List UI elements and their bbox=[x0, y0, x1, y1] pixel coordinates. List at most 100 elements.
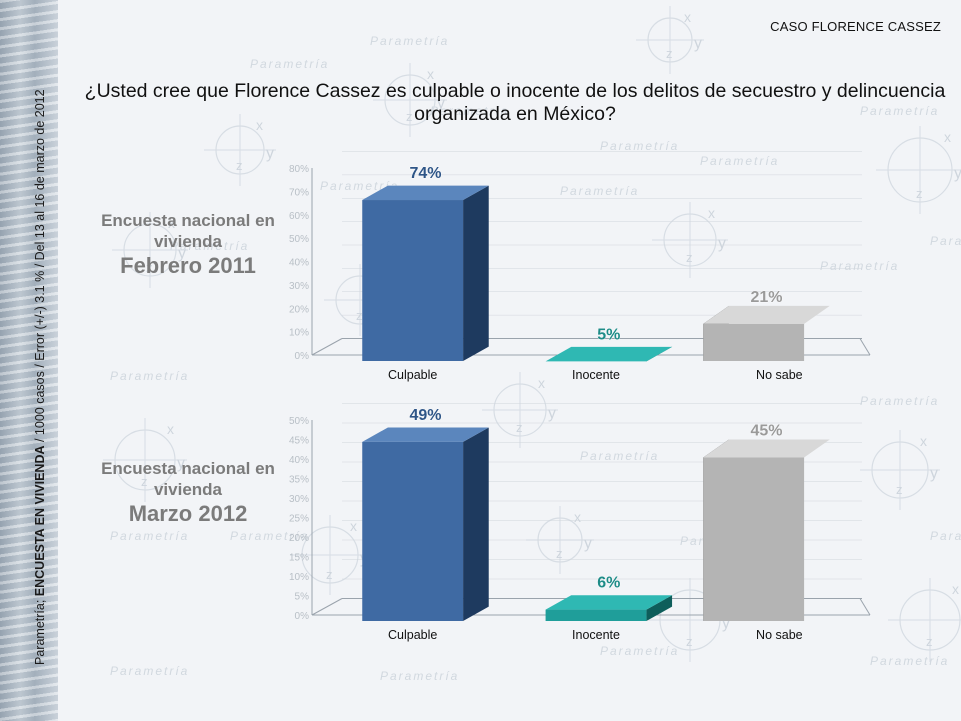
watermark-symbol: y bbox=[954, 165, 961, 182]
watermark-symbol: x bbox=[708, 205, 715, 221]
y-tick-label: 50% bbox=[289, 234, 309, 245]
y-tick-label: 70% bbox=[289, 187, 309, 198]
x-tick-label: Inocente bbox=[572, 628, 620, 642]
y-tick-label: 80% bbox=[289, 164, 309, 175]
panel-label-line2: vivienda bbox=[153, 480, 223, 499]
watermark-brand: Parametría bbox=[250, 57, 329, 71]
watermark-symbol: y bbox=[178, 245, 186, 262]
case-title: CASO FLORENCE CASSEZ bbox=[770, 19, 941, 34]
watermark-symbol: x bbox=[684, 9, 691, 25]
y-tick-label: 40% bbox=[289, 258, 309, 269]
watermark-symbol: y bbox=[930, 465, 938, 482]
watermark-symbol: y bbox=[694, 35, 702, 52]
bar-top bbox=[545, 595, 673, 610]
bar-front bbox=[545, 609, 647, 621]
bar-side bbox=[646, 595, 673, 621]
survey-question: ¿Usted cree que Florence Cassez es culpa… bbox=[84, 80, 946, 125]
watermark-circle-glyph: xyz bbox=[482, 372, 558, 448]
watermark-circle-glyph: xyz bbox=[888, 578, 961, 662]
watermark-brand: Parametría bbox=[170, 239, 249, 253]
panel-label-date: Febrero 2011 bbox=[120, 253, 256, 278]
y-tick-label: 25% bbox=[289, 514, 309, 525]
watermark-brand: Parametría bbox=[110, 664, 189, 678]
bar-culpable bbox=[362, 427, 489, 621]
y-tick-label: 45% bbox=[289, 436, 309, 447]
y-tick-label: 20% bbox=[289, 533, 309, 544]
watermark-brand: Parametría bbox=[820, 259, 899, 273]
panel-label-mar-2012: Encuesta nacional en vivienda Marzo 2012 bbox=[98, 458, 278, 528]
watermark-brand: Parametría bbox=[230, 529, 309, 543]
data-label: 45% bbox=[750, 423, 782, 440]
watermark-symbol: z bbox=[916, 186, 923, 201]
watermark-symbol: y bbox=[722, 615, 730, 632]
watermark-symbol: z bbox=[356, 308, 363, 323]
watermark-symbol: y bbox=[548, 405, 556, 422]
watermark-symbol: z bbox=[146, 260, 153, 275]
y-tick-label: 5% bbox=[295, 592, 310, 603]
bars: 74% Culpable 5% Inocente 21% No sabe bbox=[362, 165, 830, 382]
watermark-brand: Parametría bbox=[870, 654, 949, 668]
watermark-symbol: z bbox=[686, 250, 693, 265]
data-label: 21% bbox=[750, 289, 782, 306]
watermark-brand: Parametría bbox=[580, 449, 659, 463]
y-tick-label: 10% bbox=[289, 572, 309, 583]
watermark-circle-glyph: xy z bbox=[636, 6, 704, 74]
y-tick-label: 0% bbox=[295, 351, 310, 362]
watermark-symbol: x bbox=[944, 129, 951, 145]
watermark-circle-glyph: xyz bbox=[204, 114, 276, 186]
watermark-symbol: y bbox=[177, 455, 185, 472]
bar-culpable bbox=[362, 185, 489, 361]
watermark-symbol: y bbox=[437, 95, 445, 112]
watermark-brand: Parametría bbox=[930, 234, 961, 248]
watermark-symbol: x bbox=[574, 509, 581, 525]
watermark-brand: Parametría bbox=[370, 34, 449, 48]
watermark-brand: Parametría bbox=[380, 669, 459, 683]
watermark-brand: Parametría bbox=[110, 369, 189, 383]
data-label: 49% bbox=[409, 407, 441, 424]
watermark-symbol: z bbox=[406, 109, 413, 124]
panel-label-feb-2011: Encuesta nacional en vivienda Febrero 20… bbox=[98, 210, 278, 280]
floor-right-edge bbox=[859, 338, 871, 356]
watermark-symbol: z bbox=[556, 546, 563, 561]
bar-top bbox=[545, 346, 673, 362]
watermark-brand: Parametría bbox=[860, 394, 939, 408]
watermark-circle-glyph: x y z bbox=[876, 126, 961, 214]
bar-front bbox=[703, 323, 805, 361]
watermark-symbol: z bbox=[141, 474, 148, 489]
watermark-symbol: x bbox=[427, 66, 434, 82]
bar-no-sabe bbox=[703, 439, 830, 621]
watermark-symbol: x bbox=[350, 518, 357, 534]
watermark-symbol: x bbox=[168, 215, 175, 231]
watermark-brand: Parametría bbox=[600, 644, 679, 658]
watermark-symbol: z bbox=[326, 567, 333, 582]
watermark-symbol: x bbox=[952, 581, 959, 597]
panel-label-date: Marzo 2012 bbox=[128, 501, 248, 526]
watermark-symbol: z bbox=[666, 46, 673, 61]
watermark-symbol: y bbox=[584, 535, 592, 552]
bar-front bbox=[362, 200, 464, 361]
data-label: 6% bbox=[597, 575, 620, 592]
bar-front bbox=[362, 441, 464, 621]
data-label: 74% bbox=[409, 165, 441, 182]
watermark-circle-glyph: xyz bbox=[652, 202, 728, 278]
y-tick-label: 0% bbox=[295, 611, 310, 622]
x-tick-label: Culpable bbox=[388, 368, 437, 382]
watermark-brand: Parametría bbox=[930, 529, 961, 543]
watermark-circle-glyph: xy z bbox=[373, 63, 447, 137]
y-tick-label: 35% bbox=[289, 475, 309, 486]
watermark-symbol: x bbox=[256, 117, 263, 133]
watermark-brand: Parametría bbox=[430, 104, 509, 118]
watermark-brand: Parametría bbox=[700, 154, 779, 168]
y-tick-label: 15% bbox=[289, 553, 309, 564]
bar-top bbox=[703, 305, 830, 324]
y-tick-label: 20% bbox=[289, 304, 309, 315]
watermark-symbol: x bbox=[920, 433, 927, 449]
data-label: 5% bbox=[597, 326, 620, 343]
watermark-brand: Parametría bbox=[110, 529, 189, 543]
floor-edge bbox=[311, 598, 343, 616]
chart-body: 0% 10% 20% 30% 40% 50% 60% 70% 80% 74% Culpable 5% I… bbox=[289, 151, 871, 382]
bar-inocente bbox=[545, 595, 673, 621]
y-tick-label: 10% bbox=[289, 328, 309, 339]
panel-label-line2: vivienda bbox=[153, 232, 223, 251]
